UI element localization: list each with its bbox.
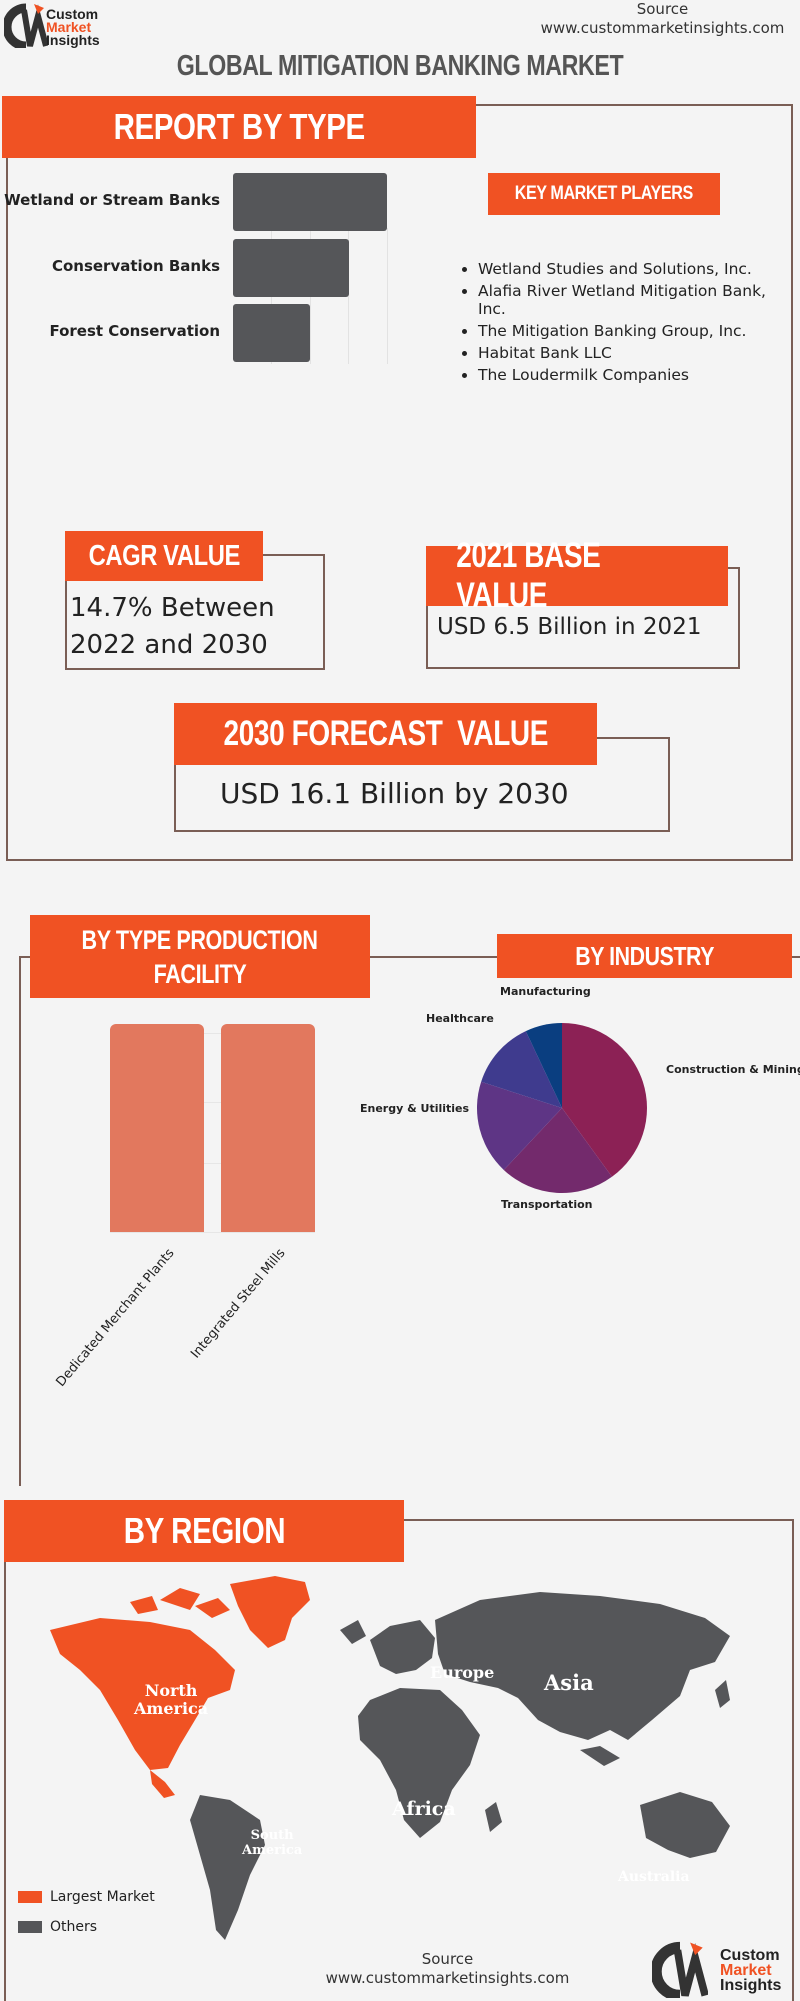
north-america-shape [50, 1576, 310, 1798]
pie-slice-healthcare [481, 1031, 562, 1108]
type-bar-conservation [233, 239, 349, 297]
region-label-europe: Europe [430, 1663, 495, 1682]
pie-label-transportation: Transportation [501, 1198, 593, 1211]
cagr-heading: CAGR VALUE [65, 531, 263, 581]
region-label-south-america: South America [242, 1828, 303, 1858]
by-type-production-heading: BY TYPE PRODUCTION FACILITY [30, 915, 370, 998]
footer-source-url[interactable]: www.custommarketinsights.com [325, 1969, 570, 1987]
legend-swatch-others [18, 1921, 42, 1933]
cagr-value: 14.7% Between 2022 and 2030 [70, 593, 275, 660]
industry-pie-chart [477, 1023, 647, 1193]
source-label: Source [636, 0, 689, 18]
player-item: Wetland Studies and Solutions, Inc. [478, 260, 798, 278]
pie-slice-construction-mining [562, 1023, 647, 1177]
pie-slice-transportation [503, 1108, 612, 1193]
logo-mark-icon [4, 3, 48, 48]
report-by-type-heading: REPORT BY TYPE [2, 96, 476, 158]
player-item: Alafia River Wetland Mitigation Bank, In… [478, 282, 798, 318]
by-region-heading: BY REGION [4, 1500, 404, 1562]
footer-logo-text-line2: Market [720, 1962, 772, 1979]
page-title: GLOBAL MITIGATION BANKING MARKET [176, 50, 624, 82]
map-legend: Largest Market Others [18, 1885, 155, 1939]
type-bar-wetland [233, 173, 387, 231]
section-type-frame [19, 956, 800, 1486]
pie-slice-energy-utilities [477, 1081, 562, 1170]
pie-label-healthcare: Healthcare [426, 1012, 494, 1025]
region-label-africa: Africa [392, 1798, 456, 1820]
key-players-list: Wetland Studies and Solutions, Inc. Alaf… [478, 260, 798, 388]
production-bar-steel [221, 1024, 315, 1232]
base-value-heading: 2021 BASE VALUE [426, 536, 728, 615]
player-item: Habitat Bank LLC [478, 344, 798, 362]
region-label-australia: Australia [618, 1869, 690, 1885]
logo-text-line3: Insights [46, 32, 100, 48]
pie-label-construction: Construction & Mining [666, 1063, 800, 1076]
world-map [50, 1576, 730, 1940]
legend-swatch-largest [18, 1891, 42, 1903]
base-value-text: USD 6.5 Billion in 2021 [437, 614, 702, 640]
region-label-north-america: North America [134, 1681, 209, 1718]
type-label-forest: Forest Conservation [49, 322, 220, 340]
logo-text-line1: Custom [46, 6, 99, 22]
production-bar-merchant [110, 1024, 204, 1232]
pie-label-manufacturing: Manufacturing [500, 985, 591, 998]
brand-logo: Custom Market Insights [4, 2, 134, 50]
pie-label-energy: Energy & Utilities [360, 1102, 470, 1115]
pie-slice-manufacturing [525, 1023, 562, 1108]
footer-logo-text-line3: Insights [720, 1977, 782, 1994]
type-label-wetland: Wetland or Stream Banks [4, 191, 220, 209]
source-url[interactable]: www.custommarketinsights.com [540, 19, 785, 37]
player-item: The Loudermilk Companies [478, 366, 798, 384]
type-bar-forest [233, 304, 310, 362]
footer-logo-mark-icon [652, 1941, 708, 1998]
footer-brand-logo: Custom Market Insights [652, 1940, 798, 1998]
by-industry-heading: BY INDUSTRY [497, 934, 792, 978]
region-label-asia: Asia [544, 1670, 594, 1695]
footer-logo-text-line1: Custom [720, 1947, 780, 1964]
legend-label-largest: Largest Market [50, 1889, 155, 1905]
player-item: The Mitigation Banking Group, Inc. [478, 322, 798, 340]
legend-label-others: Others [50, 1919, 98, 1935]
type-label-conservation: Conservation Banks [51, 257, 220, 275]
logo-text-line2: Market [46, 19, 92, 35]
forecast-heading: 2030 FORECAST VALUE [174, 703, 597, 765]
footer-source-label: Source [421, 1950, 474, 1968]
others-regions-shape [190, 1592, 730, 1940]
key-players-heading: KEY MARKET PLAYERS [488, 173, 720, 215]
forecast-value: USD 16.1 Billion by 2030 [220, 777, 569, 810]
